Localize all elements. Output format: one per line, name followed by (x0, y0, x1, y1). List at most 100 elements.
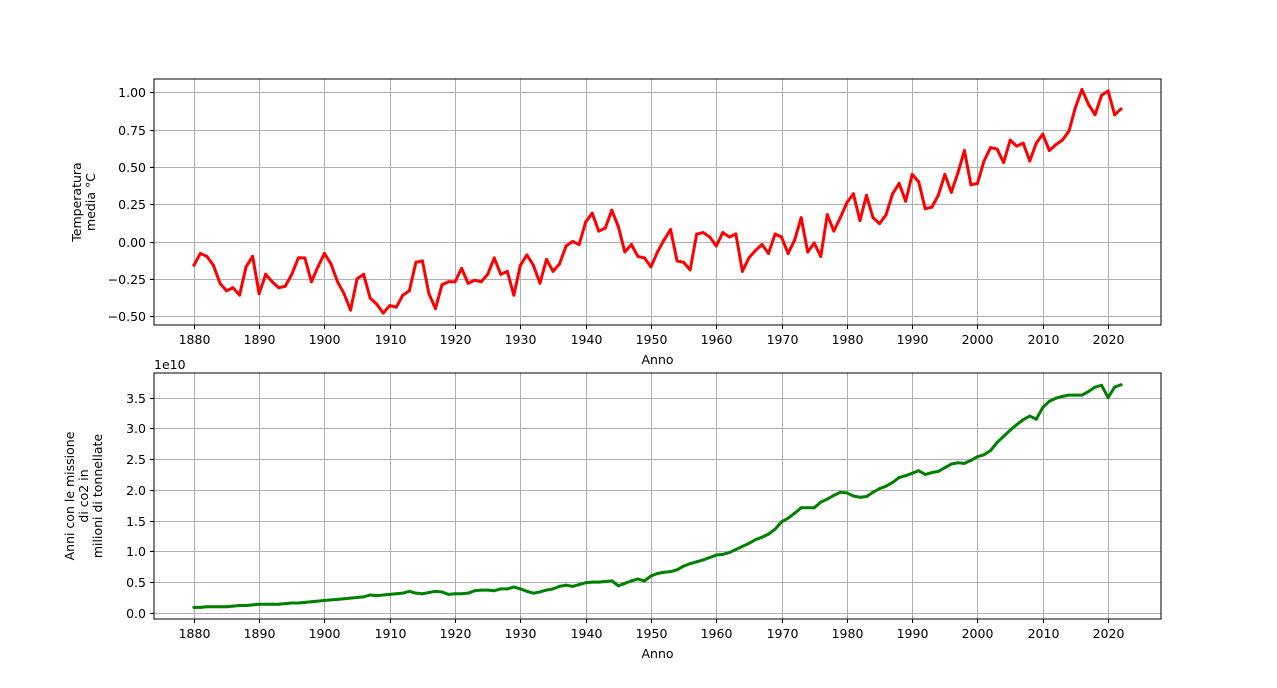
temperature-data-point (1060, 138, 1064, 142)
temperature-data-point (296, 256, 300, 260)
temperature-data-point (930, 205, 934, 209)
temperature-ticks: 1880 1890 1900 1910 1920 1930 1940 1950 1960 1970… (108, 85, 1125, 347)
co2-plot-frame (153, 372, 1162, 620)
temperature-y-tick-label: 0.50 (118, 160, 146, 175)
temperature-data-point (368, 296, 372, 300)
co2-x-tick-label: 1930 (505, 626, 537, 641)
temperature-data-point (701, 231, 705, 235)
co2-data-point (832, 493, 836, 497)
temperature-data-point (688, 268, 692, 272)
temperature-data-point (336, 280, 340, 284)
co2-data-point (512, 585, 516, 589)
co2-data-point (930, 471, 934, 475)
co2-data-point (492, 589, 496, 593)
temperature-y-axis-label-line: media °C (83, 173, 98, 231)
co2-data-point (616, 584, 620, 588)
co2-data-point (1080, 393, 1084, 397)
co2-data-point (531, 591, 535, 595)
temperature-data-point (1119, 107, 1123, 111)
temperature-data-point (616, 225, 620, 229)
co2-data-point (1067, 393, 1071, 397)
co2-data-point (936, 469, 940, 473)
co2-data-point (1087, 389, 1091, 393)
temperature-data-point (1087, 102, 1091, 106)
temperature-data-point (512, 293, 516, 297)
co2-data-point (388, 592, 392, 596)
co2-y-tick-label: 3.5 (126, 391, 146, 406)
temperature-data-point (936, 193, 940, 197)
temperature-data-point (244, 265, 248, 269)
temperature-data-point (505, 269, 509, 273)
temperature-data-point (231, 286, 235, 290)
co2-x-tick-label: 2000 (962, 626, 994, 641)
temperature-data-point (531, 263, 535, 267)
temperature-data-point (714, 244, 718, 248)
co2-x-axis-label: Anno (641, 646, 673, 661)
co2-data-point (1041, 405, 1045, 409)
temperature-data-point (1093, 113, 1097, 117)
temperature-x-axis-label: Anno (641, 352, 673, 367)
temperature-data-point (1041, 132, 1045, 136)
co2-data-point (381, 593, 385, 597)
co2-data-point (1008, 428, 1012, 432)
temperature-data-point (290, 272, 294, 276)
temperature-data-point (753, 248, 757, 252)
co2-data-point (864, 495, 868, 499)
co2-data-point (878, 487, 882, 491)
co2-data-point (558, 584, 562, 588)
co2-data-point (714, 553, 718, 557)
temperature-data-point (669, 228, 673, 232)
temperature-data-point (316, 265, 320, 269)
temperature-data-point (303, 256, 307, 260)
temperature-data-point (1106, 89, 1110, 93)
co2-data-point (656, 571, 659, 575)
co2-data-point (1093, 385, 1097, 389)
temperature-data-point (727, 235, 731, 239)
co2-data-point (884, 484, 888, 488)
co2-data-point (466, 591, 470, 595)
temperature-data-point (460, 266, 464, 270)
temperature-data-point (969, 183, 973, 187)
co2-data-point (394, 592, 398, 596)
co2-y-axis-label: Anni con le missionedi co2 inmilioni di … (62, 431, 105, 560)
co2-data-point (518, 587, 522, 591)
co2-data-point (975, 455, 979, 459)
co2-data-point (283, 602, 287, 606)
co2-data-point (780, 520, 784, 524)
co2-data-point (414, 591, 418, 595)
co2-data-point (499, 587, 503, 591)
co2-data-point (362, 595, 366, 599)
co2-data-point (989, 448, 993, 452)
temperature-data-point (891, 192, 895, 196)
co2-data-point (211, 605, 215, 609)
temperature-y-tick-label: 1.00 (118, 85, 146, 100)
co2-series (192, 383, 1123, 609)
temperature-data-point (277, 286, 281, 290)
temperature-data-point (734, 232, 738, 236)
co2-data-point (244, 603, 248, 607)
co2-data-point (675, 568, 679, 572)
co2-data-point (1002, 434, 1006, 438)
co2-data-point (277, 602, 281, 606)
co2-x-tick-label: 2020 (1093, 626, 1125, 641)
co2-data-point (956, 461, 960, 465)
temperature-x-tick-label: 1900 (309, 332, 341, 347)
co2-data-point (819, 500, 823, 504)
co2-data-point (303, 600, 307, 604)
co2-data-point (355, 595, 359, 599)
co2-data-point (257, 602, 261, 606)
temperature-data-point (414, 260, 418, 264)
co2-y-tick-label: 2.5 (126, 452, 146, 467)
co2-data-point (701, 558, 705, 562)
co2-ticks: 1880 1890 1900 1910 1920 1930 1940 1950 1960 1970… (126, 391, 1124, 641)
co2-data-point (871, 490, 875, 494)
co2-data-point (296, 601, 300, 605)
co2-data-point (505, 587, 509, 591)
temperature-data-point (1034, 141, 1038, 145)
co2-y-tick-label: 1.0 (126, 544, 146, 559)
temperature-x-tick-label: 1960 (701, 332, 733, 347)
co2-data-point (923, 472, 927, 476)
co2-grid (154, 373, 1161, 619)
temperature-data-point (218, 281, 222, 285)
temperature-data-point (884, 213, 888, 217)
